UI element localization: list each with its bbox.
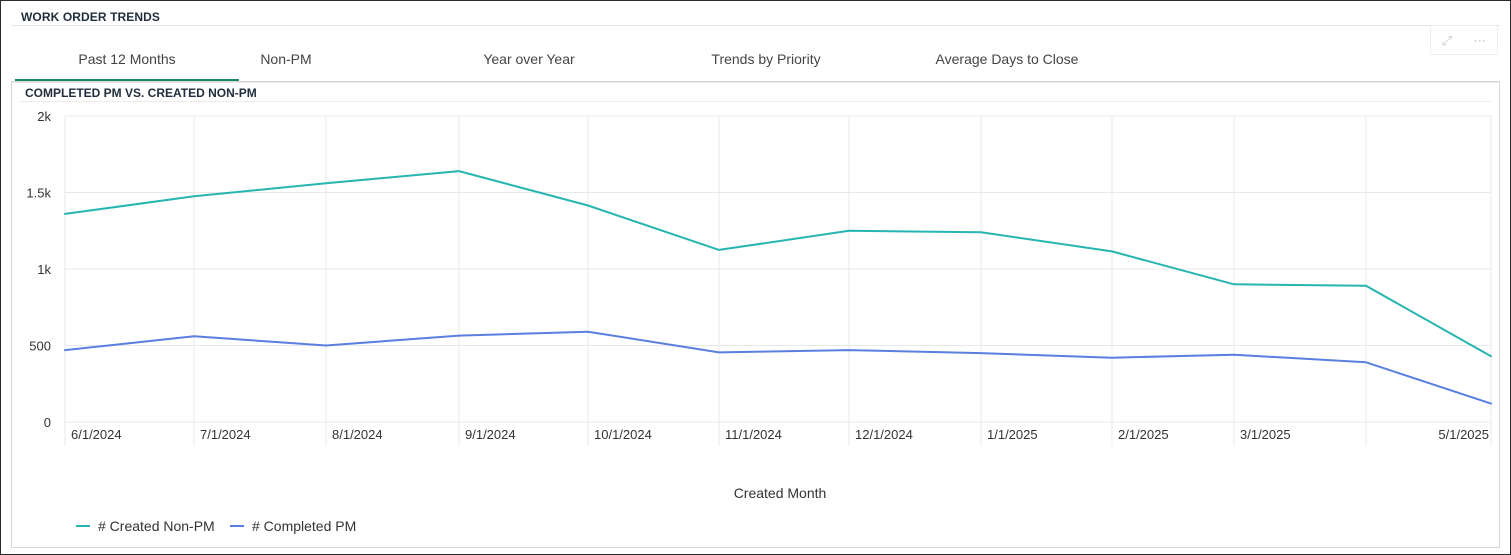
legend-item[interactable]: # Completed PM [252,518,356,534]
y-tick-label: 500 [29,339,51,354]
data-point[interactable] [1363,359,1369,365]
data-point[interactable] [1231,281,1237,287]
tab-trends-by-priority[interactable]: Trends by Priority [711,51,821,67]
data-point[interactable] [456,333,462,339]
data-point[interactable] [62,211,68,217]
x-tick-label: 12/1/2024 [855,427,913,442]
y-axis-ticks: 0 500 1k 1.5k 2k [26,109,51,430]
widget-toolbar: ⤢ ⋯ [1430,25,1498,55]
more-icon[interactable]: ⋯ [1473,32,1487,48]
data-point[interactable] [716,349,722,355]
chart-legend: # Created Non-PM # Completed PM [76,518,356,534]
data-point[interactable] [1109,355,1115,361]
chart-title: COMPLETED PM VS. CREATED NON-PM [25,86,257,100]
x-axis-title: Created Month [734,485,827,501]
x-tick-label: 10/1/2024 [594,427,652,442]
data-point[interactable] [191,193,197,199]
x-tick-label: 7/1/2024 [200,427,251,442]
y-tick-label: 0 [44,415,51,430]
y-tick-label: 1k [37,262,51,277]
data-point[interactable] [716,247,722,253]
y-tick-label: 2k [37,109,51,124]
data-point[interactable] [978,350,984,356]
data-point[interactable] [62,347,68,353]
data-point[interactable] [323,180,329,186]
data-point[interactable] [456,168,462,174]
x-tick-label: 2/1/2025 [1118,427,1169,442]
x-tick-label: 1/1/2025 [987,427,1038,442]
data-point[interactable] [846,347,852,353]
data-point[interactable] [1231,352,1237,358]
x-tick-label: 8/1/2024 [332,427,383,442]
tab-bar: Past 12 Months Non-PM Year over Year Tre… [13,38,1498,83]
data-point[interactable] [323,343,329,349]
tab-non-pm[interactable]: Non-PM [260,51,312,67]
x-tick-label: 3/1/2025 [1240,427,1291,442]
data-point[interactable] [978,229,984,235]
series-line-completed-pm[interactable] [64,330,1492,405]
legend-item[interactable]: # Created Non-PM [98,518,215,534]
x-tick-label: 9/1/2024 [465,427,516,442]
data-point[interactable] [1109,248,1115,254]
series-line-created-non-pm[interactable] [64,170,1492,358]
expand-icon[interactable]: ⤢ [1441,32,1453,48]
x-tick-label: 6/1/2024 [71,427,122,442]
chart-series [62,168,1494,407]
chart-grid [64,115,1492,446]
data-point[interactable] [585,203,591,209]
data-point[interactable] [846,228,852,234]
data-point[interactable] [1363,283,1369,289]
data-point[interactable] [585,329,591,335]
tab-past-12-months[interactable]: Past 12 Months [15,38,239,81]
data-point[interactable] [191,333,197,339]
y-tick-label: 1.5k [26,186,51,201]
tab-year-over-year[interactable]: Year over Year [483,51,575,67]
data-point[interactable] [1488,353,1494,359]
panel-title: WORK ORDER TRENDS [21,10,161,24]
x-axis-ticks: 6/1/2024 7/1/2024 8/1/2024 9/1/2024 10/1/202… [71,427,1489,442]
title-divider [11,25,1500,26]
chart-title-divider [20,101,1491,102]
tab-average-days-to-close[interactable]: Average Days to Close [935,51,1079,67]
chart-panel: COMPLETED PM VS. CREATED NON-PM [11,81,1500,548]
x-tick-label: 5/1/2025 [1438,427,1489,442]
data-point[interactable] [1488,401,1494,407]
x-tick-label: 11/1/2024 [725,427,782,442]
